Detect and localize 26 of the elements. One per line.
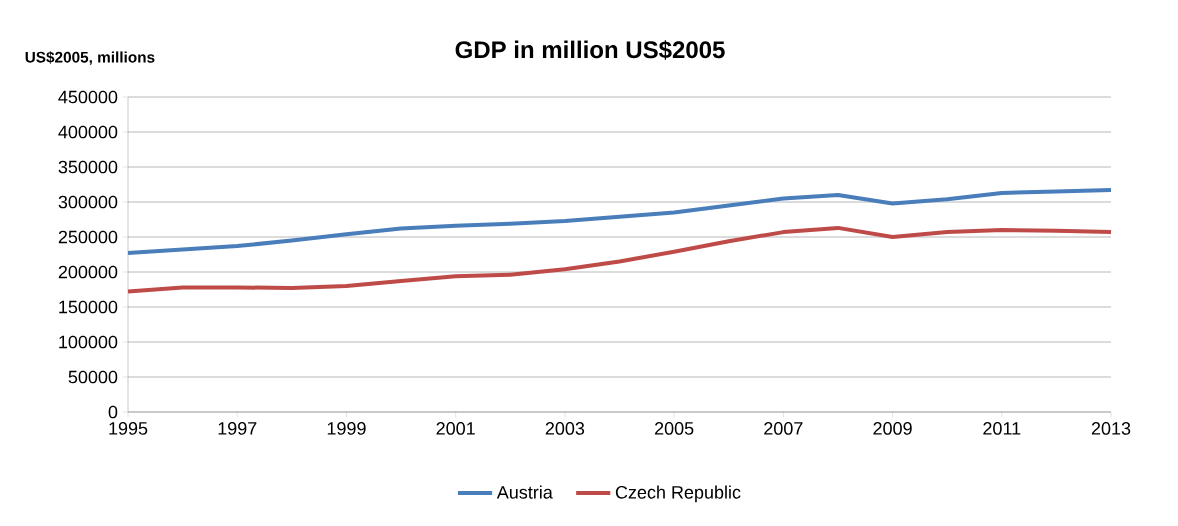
x-tick-label: 2009 xyxy=(873,422,912,435)
y-tick-label: 150000 xyxy=(59,300,118,314)
y-tick-label: 200000 xyxy=(58,265,118,279)
y-tick-label: 450000 xyxy=(58,90,118,104)
legend-label: Czech Republic xyxy=(615,485,741,503)
legend-label: Austria xyxy=(496,485,553,499)
y-tick-label: 400000 xyxy=(58,125,118,139)
y-tick-label: 250000 xyxy=(58,230,118,244)
y-tick-label: 100000 xyxy=(59,335,118,349)
x-tick-label: 1995 xyxy=(109,422,148,435)
y-tick-label: 300000 xyxy=(58,195,118,209)
x-tick-label: 2007 xyxy=(764,422,803,435)
line-series xyxy=(126,188,1113,256)
x-tick-label: 1997 xyxy=(218,422,257,435)
x-tick-label: 2005 xyxy=(655,422,694,435)
x-tick-label: 1999 xyxy=(327,422,366,435)
x-tick-label: 2011 xyxy=(983,422,1021,435)
y-axis-title: US$2005, millions xyxy=(25,51,155,65)
x-tick-label: 2001 xyxy=(436,422,475,435)
x-tick-label: 2003 xyxy=(545,422,585,435)
x-tick-label: 2013 xyxy=(1091,422,1131,435)
line-series xyxy=(126,225,1113,294)
chart-title: GDP in million US$2005 xyxy=(455,40,725,60)
y-tick-label: 350000 xyxy=(58,160,118,174)
y-tick-label: 0 xyxy=(108,405,118,419)
y-tick-label: 50000 xyxy=(68,370,118,384)
